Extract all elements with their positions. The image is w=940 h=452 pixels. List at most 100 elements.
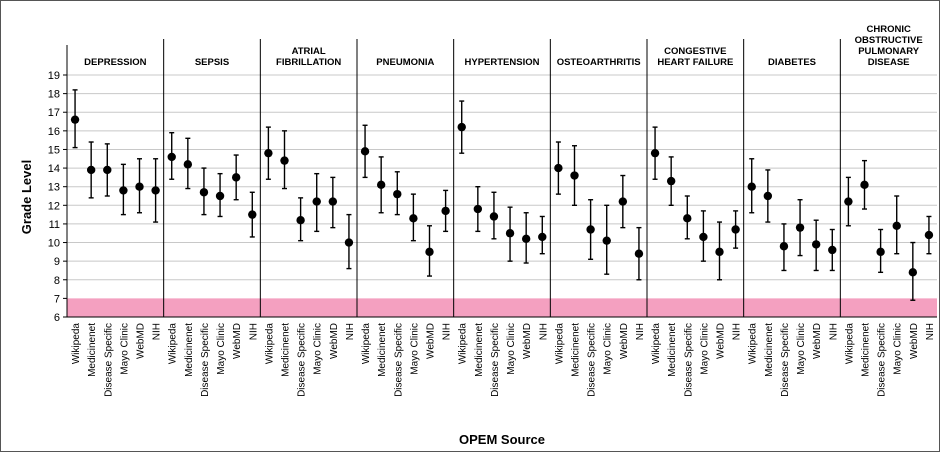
panel-title-chronic-obstructive-pulmonary-disease: DISEASE: [868, 57, 910, 68]
y-axis-title: Grade Level: [19, 160, 34, 234]
mean-point-diabetes-mayo-clinic: [795, 223, 805, 232]
mean-point-depression-medicinenet: [86, 165, 96, 175]
mean-point-sepsis-mayo-clinic: [215, 191, 225, 201]
mean-point-congestive-heart-failure-disease-specific: [683, 214, 692, 223]
mean-point-osteoarthritis-medicinenet: [570, 171, 579, 180]
x-tick-label-mayo-clinic: Mayo Clinic: [506, 323, 517, 375]
panel-title-atrial-fibrillation: FIBRILLATION: [276, 57, 341, 68]
mean-point-pneumonia-nih: [441, 206, 450, 216]
x-tick-label-wikipeda: Wikipeda: [71, 323, 82, 365]
mean-point-atrial-fibrillation-wikipeda: [264, 148, 273, 158]
x-tick-label-webmd: WebMD: [909, 323, 920, 359]
x-tick-label-wikipeda: Wikipeda: [458, 323, 469, 365]
mean-point-hypertension-wikipeda: [457, 122, 466, 132]
x-tick-label-mayo-clinic: Mayo Clinic: [603, 323, 614, 375]
mean-point-chronic-obstructive-pulmonary-disease-wikipeda: [844, 197, 853, 206]
y-tick-label-8: 8: [54, 275, 60, 287]
panel-title-diabetes: DIABETES: [768, 57, 816, 68]
x-tick-label-disease-specific: Disease Specific: [780, 323, 791, 397]
x-tick-label-disease-specific: Disease Specific: [200, 323, 211, 397]
mean-point-congestive-heart-failure-nih: [731, 225, 740, 234]
x-tick-label-webmd: WebMD: [329, 323, 340, 359]
x-tick-label-wikipeda: Wikipeda: [554, 323, 565, 365]
mean-point-depression-disease-specific: [103, 165, 112, 175]
panel-title-chronic-obstructive-pulmonary-disease: PULMONARY: [858, 46, 920, 57]
x-tick-label-medicinenet: Medicinenet: [474, 323, 485, 377]
mean-point-sepsis-webmd: [231, 173, 241, 182]
y-tick-label-16: 16: [48, 126, 60, 138]
mean-point-sepsis-wikipeda: [167, 152, 176, 162]
mean-point-osteoarthritis-webmd: [618, 197, 628, 206]
target-band: [67, 298, 937, 317]
y-tick-label-9: 9: [54, 256, 60, 268]
mean-point-osteoarthritis-nih: [634, 249, 644, 258]
x-tick-label-wikipeda: Wikipeda: [844, 323, 855, 365]
x-tick-label-mayo-clinic: Mayo Clinic: [119, 323, 130, 375]
mean-point-diabetes-medicinenet: [763, 191, 773, 201]
x-tick-label-disease-specific: Disease Specific: [103, 323, 114, 397]
x-tick-label-mayo-clinic: Mayo Clinic: [699, 323, 710, 375]
x-axis-title: OPEM Source: [459, 432, 545, 447]
x-tick-label-wikipeda: Wikipeda: [748, 323, 759, 365]
panel-title-sepsis: SEPSIS: [195, 57, 229, 68]
x-tick-label-webmd: WebMD: [136, 323, 147, 359]
mean-point-pneumonia-webmd: [425, 247, 434, 257]
x-tick-label-nih: NIH: [442, 323, 453, 340]
x-tick-label-wikipeda: Wikipeda: [651, 323, 662, 365]
mean-point-congestive-heart-failure-wikipeda: [650, 148, 660, 158]
y-tick-label-17: 17: [48, 107, 60, 119]
x-tick-label-mayo-clinic: Mayo Clinic: [216, 323, 227, 375]
x-tick-label-medicinenet: Medicinenet: [87, 323, 98, 377]
panel-title-chronic-obstructive-pulmonary-disease: CHRONIC: [866, 24, 910, 35]
panel-title-congestive-heart-failure: CONGESTIVE: [664, 46, 726, 57]
x-tick-label-nih: NIH: [152, 323, 163, 340]
x-tick-label-wikipeda: Wikipeda: [264, 323, 275, 365]
x-tick-label-wikipeda: Wikipeda: [361, 323, 372, 365]
x-tick-label-medicinenet: Medicinenet: [571, 323, 582, 377]
mean-point-atrial-fibrillation-mayo-clinic: [312, 197, 321, 206]
mean-point-osteoarthritis-wikipeda: [554, 163, 563, 173]
x-tick-label-webmd: WebMD: [716, 323, 727, 359]
y-tick-label-6: 6: [54, 312, 60, 324]
mean-point-chronic-obstructive-pulmonary-disease-webmd: [908, 268, 918, 277]
mean-point-chronic-obstructive-pulmonary-disease-nih: [924, 230, 934, 240]
mean-point-depression-nih: [151, 186, 160, 195]
mean-point-chronic-obstructive-pulmonary-disease-medicinenet: [860, 180, 869, 190]
x-tick-label-webmd: WebMD: [232, 323, 243, 359]
panel-title-atrial-fibrillation: ATRIAL: [292, 46, 326, 57]
mean-point-osteoarthritis-disease-specific: [586, 225, 595, 234]
x-tick-label-mayo-clinic: Mayo Clinic: [893, 323, 904, 375]
panel-title-hypertension: HYPERTENSION: [465, 57, 540, 68]
mean-point-osteoarthritis-mayo-clinic: [602, 236, 611, 245]
x-tick-label-medicinenet: Medicinenet: [377, 323, 388, 377]
x-tick-label-disease-specific: Disease Specific: [297, 323, 308, 397]
y-tick-label-14: 14: [48, 163, 60, 175]
gridlines: [63, 74, 937, 318]
mean-point-diabetes-webmd: [811, 240, 821, 249]
mean-point-diabetes-disease-specific: [779, 242, 789, 251]
x-tick-label-medicinenet: Medicinenet: [184, 323, 195, 377]
mean-point-congestive-heart-failure-mayo-clinic: [699, 232, 708, 242]
y-tick-label-13: 13: [48, 182, 60, 194]
mean-point-sepsis-nih: [248, 210, 257, 219]
mean-point-atrial-fibrillation-disease-specific: [296, 216, 305, 225]
panel-title-osteoarthritis: OSTEOARTHRITIS: [557, 57, 641, 68]
y-tick-label-18: 18: [48, 89, 60, 101]
mean-point-depression-webmd: [135, 182, 144, 191]
error-bar-series: [70, 89, 934, 301]
x-tick-label-medicinenet: Medicinenet: [281, 323, 292, 377]
x-tick-label-nih: NIH: [345, 323, 356, 340]
mean-point-pneumonia-disease-specific: [393, 189, 402, 199]
y-tick-label-12: 12: [48, 200, 60, 212]
x-tick-label-nih: NIH: [828, 323, 839, 340]
y-tick-label-15: 15: [48, 144, 60, 156]
x-tick-label-webmd: WebMD: [812, 323, 823, 359]
mean-point-sepsis-medicinenet: [183, 160, 193, 169]
mean-point-sepsis-disease-specific: [199, 188, 209, 197]
y-tick-label-10: 10: [48, 238, 60, 250]
panel-title-depression: DEPRESSION: [84, 57, 146, 68]
panel-title-congestive-heart-failure: HEART FAILURE: [657, 57, 733, 68]
mean-point-chronic-obstructive-pulmonary-disease-mayo-clinic: [892, 221, 901, 230]
x-tick-label-mayo-clinic: Mayo Clinic: [796, 323, 807, 375]
